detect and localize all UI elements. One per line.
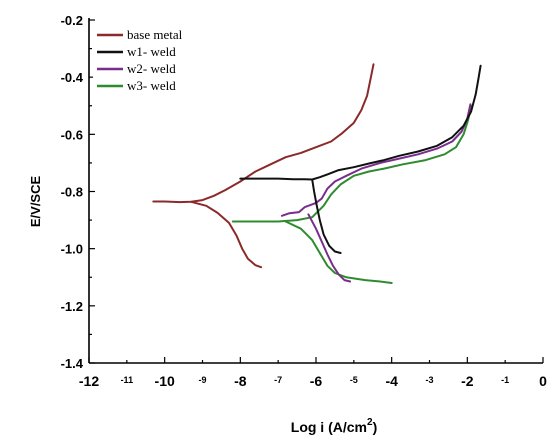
x-minor-tick-label-2: -7 [274, 375, 282, 385]
y-tick-label-6: -1.4 [61, 356, 84, 371]
legend-label-1: w1- weld [127, 44, 176, 59]
legend-label-0: base metal [127, 27, 183, 42]
series-line-w2-weld [280, 103, 472, 217]
legend-label-3: w3- weld [127, 78, 176, 93]
legend-label-2: w2- weld [127, 61, 176, 76]
series-line-w1-weld-cathodic [311, 178, 342, 254]
series-line-w2-weld-cathodic [307, 213, 352, 283]
x-tick-label-6: 0 [539, 373, 547, 389]
x-axis-title-main: Log i (A/cm [291, 419, 367, 435]
series-layer [152, 63, 482, 284]
x-minor-tick-label-3: -5 [350, 375, 358, 385]
x-axis-title: Log i (A/cm2) [291, 417, 377, 435]
series-line-w1-weld [239, 64, 482, 181]
x-minor-tick-label-0: -11 [121, 375, 134, 385]
y-axis-title: E/V/SCE [28, 176, 43, 228]
x-minor-tick-label-1: -9 [198, 375, 206, 385]
series-line-w3-weld-cathodic [284, 220, 393, 284]
x-tick-label-1: -10 [155, 373, 175, 389]
legend-items: base metal w1- weld w2- weld w3- weld [97, 27, 183, 93]
y-tick-label-0: -0.2 [61, 13, 83, 28]
y-ticks: -0.2 -0.4 -0.6 -0.8 -1.0 -1.2 -1.4 [61, 13, 95, 371]
legend: base metal w1- weld w2- weld w3- weld [93, 24, 203, 98]
x-axis-title-sup: 2 [367, 417, 373, 428]
x-tick-label-0: -12 [79, 373, 99, 389]
x-minor-tick-label-4: -3 [425, 375, 433, 385]
series-line-w3-weld [231, 104, 473, 223]
y-tick-label-1: -0.4 [61, 70, 84, 85]
x-tick-label-2: -8 [234, 373, 247, 389]
y-tick-label-5: -1.2 [61, 299, 83, 314]
series-line-base-metal-cathodic [190, 200, 263, 269]
x-tick-label-5: -2 [461, 373, 474, 389]
x-minor-tick-label-5: -1 [501, 375, 509, 385]
x-tick-label-4: -4 [385, 373, 398, 389]
axes: -0.2-0.4-0.6-0.8-1.0-1.2-1.4 -12 -10 -8 -6-… [61, 13, 548, 389]
y-tick-label-4: -1.0 [61, 242, 83, 257]
x-axis-title-close: ) [373, 419, 378, 435]
x-tick-label-3: -6 [310, 373, 323, 389]
x-ticks: -12 -10 -8 -6 -4 -2 0 -11 -9 -7 -5 -3 -1 [79, 357, 547, 389]
y-tick-label-3: -0.8 [61, 185, 83, 200]
y-tick-label-2: -0.6 [61, 127, 83, 142]
